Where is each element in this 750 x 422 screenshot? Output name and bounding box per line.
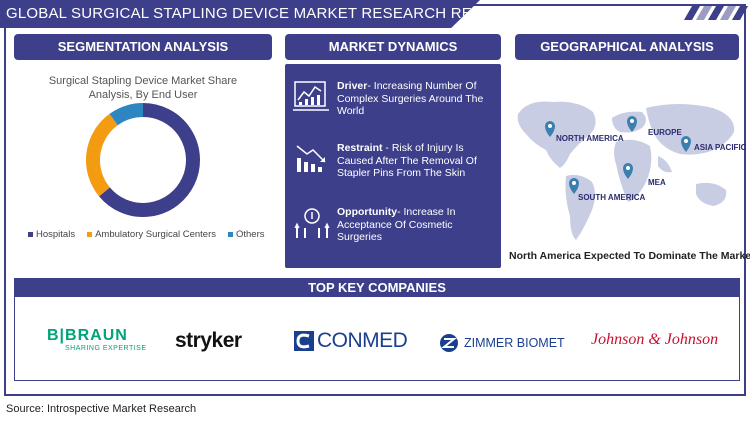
conmed-logo: CONMED (293, 329, 408, 353)
south-america-label: SOUTH AMERICA (578, 193, 646, 202)
chart-title: Surgical Stapling Device Market Share An… (48, 75, 238, 101)
opportunity-text: Opportunity- Increase In Acceptance Of C… (337, 206, 456, 243)
europe-label: EUROPE (648, 128, 682, 137)
chart-analysis-icon (293, 81, 329, 111)
conmed-mark-icon (294, 331, 314, 351)
legend-label: Hospitals (36, 229, 76, 240)
zimmer-mark-icon (440, 334, 458, 352)
bbraun-logo: B|BRAUN SHARING EXPERTISE (47, 327, 147, 352)
dynamics-panel: Driver- Increasing Number Of Complex Sur… (285, 64, 501, 268)
mea-label: MEA (648, 178, 666, 187)
growth-idea-icon (294, 208, 330, 238)
legend-label: Others (236, 229, 265, 240)
north-america-label: NORTH AMERICA (556, 134, 624, 143)
companies-heading: TOP KEY COMPANIES (15, 279, 739, 297)
restraint-item: Restraint - Risk of Injury Is Caused Aft… (293, 142, 493, 180)
europe-pin (627, 116, 637, 132)
title-banner: GLOBAL SURGICAL STAPLING DEVICE MARKET R… (0, 0, 480, 28)
opportunity-item: Opportunity- Increase In Acceptance Of C… (293, 206, 493, 244)
asia-pacific-pin (681, 136, 691, 152)
legend-item-others: Others (228, 229, 265, 240)
south-america-pin (569, 178, 579, 194)
legend-label: Ambulatory Surgical Centers (95, 229, 216, 240)
stryker-logo: stryker (175, 329, 242, 352)
legend-swatch (28, 232, 33, 237)
region-pins (545, 116, 691, 194)
legend-swatch (87, 232, 93, 237)
slice-hospitals (99, 103, 200, 217)
companies-panel: TOP KEY COMPANIES B|BRAUN SHARING EXPERT… (14, 278, 740, 381)
geography-caption: North America Expected To Dominate The M… (509, 250, 750, 262)
world-map (517, 101, 735, 240)
segmentation-panel: Surgical Stapling Device Market Share An… (14, 64, 272, 262)
slice-others (109, 103, 144, 126)
segmentation-heading: SEGMENTATION ANALYSIS (14, 34, 272, 60)
legend-item-hospitals: Hospitals (28, 229, 75, 240)
legend-swatch (228, 232, 233, 237)
johnson-johnson-logo: Johnson & Johnson (591, 331, 719, 348)
source-note: Source: Introspective Market Research (6, 403, 197, 415)
driver-text: Driver- Increasing Number Of Complex Sur… (337, 80, 484, 117)
asia-pacific-label: ASIA PACIFIC (694, 143, 747, 152)
geography-heading: GEOGRAPHICAL ANALYSIS (515, 34, 739, 60)
mea-pin (623, 163, 633, 179)
decorative-stripes (683, 6, 749, 20)
zimmer-biomet-logo: ZIMMER BIOMET (439, 333, 565, 353)
chart-legend: Hospitals Ambulatory Surgical Centers Othe… (28, 229, 265, 240)
dynamics-heading: MARKET DYNAMICS (285, 34, 501, 60)
north-america-pin (545, 121, 555, 137)
report-title: GLOBAL SURGICAL STAPLING DEVICE MARKET R… (6, 5, 515, 22)
donut-chart (86, 103, 200, 217)
driver-item: Driver- Increasing Number Of Complex Sur… (293, 80, 493, 118)
declining-bars-icon (296, 145, 326, 172)
restraint-text: Restraint - Risk of Injury Is Caused Aft… (337, 142, 477, 179)
legend-item-ambulatory-surgical-centers: Ambulatory Surgical Centers (87, 229, 216, 240)
slice-ambulatory-surgical-centers (86, 113, 118, 197)
